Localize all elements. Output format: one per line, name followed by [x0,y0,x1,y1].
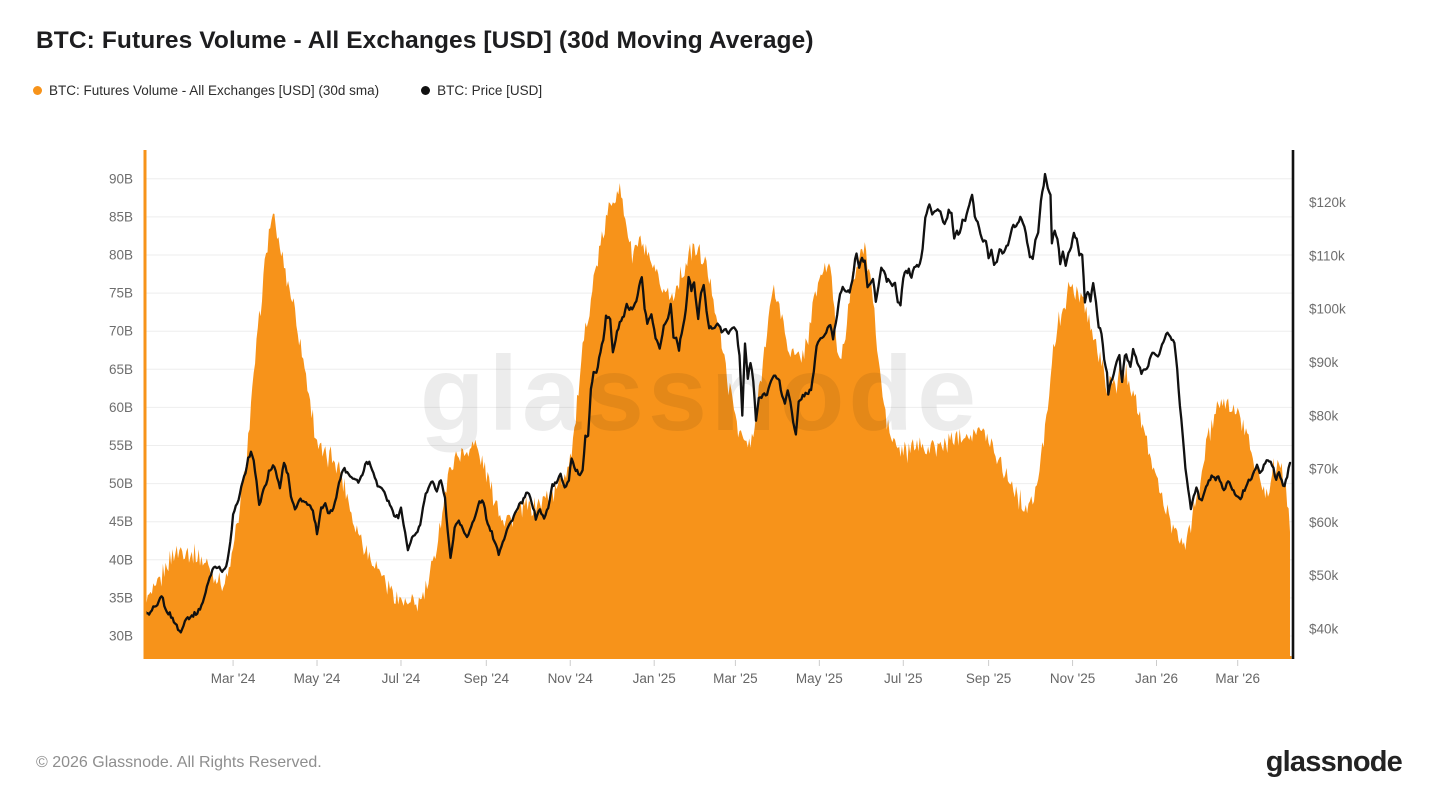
svg-text:40B: 40B [109,552,133,567]
svg-text:75B: 75B [109,286,133,301]
legend-label: BTC: Futures Volume - All Exchanges [USD… [49,83,380,98]
legend-item-price[interactable]: BTC: Price [USD] [421,83,542,98]
svg-text:Sep '24: Sep '24 [464,671,510,686]
svg-text:90B: 90B [109,171,133,186]
svg-text:Mar '25: Mar '25 [713,671,758,686]
svg-text:Mar '26: Mar '26 [1215,671,1260,686]
svg-text:May '25: May '25 [796,671,843,686]
svg-text:$60k: $60k [1309,515,1339,530]
svg-text:$100k: $100k [1309,302,1346,317]
axes [143,150,1295,659]
volume-series-dot-icon [33,86,42,95]
copyright-text: © 2026 Glassnode. All Rights Reserved. [36,754,322,771]
svg-text:70B: 70B [109,324,133,339]
svg-text:Nov '24: Nov '24 [548,671,594,686]
svg-text:45B: 45B [109,514,133,529]
svg-text:$120k: $120k [1309,195,1346,210]
svg-text:Jan '26: Jan '26 [1135,671,1178,686]
svg-text:$70k: $70k [1309,462,1339,477]
price-series-dot-icon [421,86,431,95]
x-axis-labels: Mar '24 May '24 Jul '24 Sep '24 Nov '24 Jan '… [211,660,1260,686]
svg-text:80B: 80B [109,248,133,263]
right-axis-labels: $40k $50k $60k $70k $80k $90k $100k $110k $120k [1309,195,1346,636]
btc-price-line [143,172,1292,634]
price-series [143,172,1292,634]
left-axis-labels: 30B 35B 40B 45B 50B 55B 60B 65B 70B 75B 80B 85B 90B [109,171,133,643]
svg-text:65B: 65B [109,362,133,377]
glassnode-watermark: glassnode [420,335,980,453]
legend-label: BTC: Price [USD] [437,83,543,98]
svg-text:85B: 85B [109,209,133,224]
glassnode-logo: glassnode [1265,746,1403,778]
legend-item-futures-volume[interactable]: BTC: Futures Volume - All Exchanges [USD… [33,83,379,98]
futures-volume-area [145,183,1290,656]
svg-text:50B: 50B [109,476,133,491]
chart-legend: BTC: Futures Volume - All Exchanges [USD… [33,83,542,98]
svg-text:60B: 60B [109,400,133,415]
watermark-group: glassnode [420,335,980,453]
svg-text:Sep '25: Sep '25 [966,671,1011,686]
svg-text:$80k: $80k [1309,408,1339,423]
svg-text:Mar '24: Mar '24 [211,671,256,686]
svg-text:$90k: $90k [1309,355,1339,370]
svg-text:55B: 55B [109,438,133,453]
volume-series [145,183,1290,656]
svg-text:Jan '25: Jan '25 [633,671,676,686]
svg-text:$110k: $110k [1309,248,1345,263]
svg-text:Nov '25: Nov '25 [1050,671,1095,686]
svg-text:$50k: $50k [1309,568,1339,583]
page-title: BTC: Futures Volume - All Exchanges [USD… [36,27,814,54]
svg-text:May '24: May '24 [294,671,341,686]
svg-text:Jul '25: Jul '25 [884,671,923,686]
svg-text:30B: 30B [109,629,133,644]
svg-text:Jul '24: Jul '24 [382,671,421,686]
svg-text:$40k: $40k [1309,622,1339,637]
svg-text:35B: 35B [109,590,133,605]
